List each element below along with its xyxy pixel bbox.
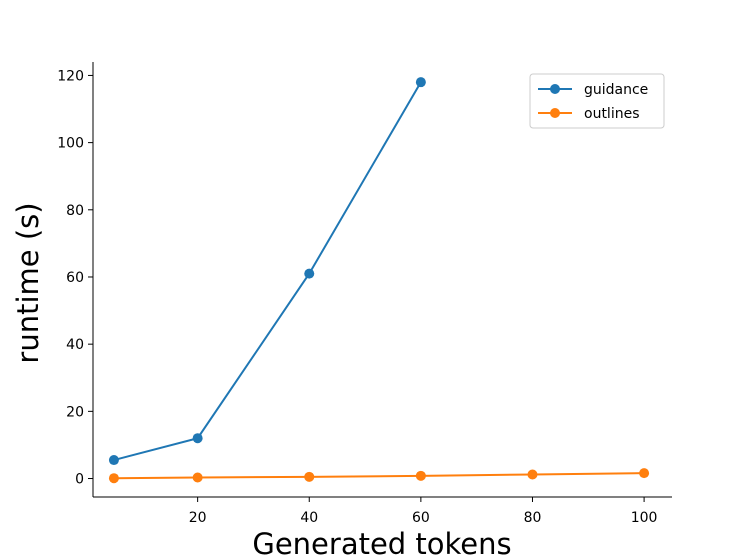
axes — [92, 62, 672, 498]
x-axis-title: Generated tokens — [252, 527, 511, 560]
data-point-outlines-20 — [192, 472, 203, 483]
data-point-outlines-60 — [415, 470, 426, 481]
legend-label-outlines: outlines — [584, 106, 640, 122]
x-tick-label-100: 100 — [631, 510, 658, 526]
y-axis-title: runtime (s) — [11, 202, 45, 363]
legend: guidance outlines — [529, 73, 665, 129]
data-point-outlines-100 — [639, 468, 650, 479]
y-tick-label-40: 40 — [66, 337, 84, 353]
data-point-guidance-5 — [108, 455, 119, 466]
data-point-outlines-80 — [527, 469, 538, 480]
legend-label-guidance: guidance — [584, 82, 648, 98]
x-tick-label-20: 20 — [189, 510, 207, 526]
x-tick-label-80: 80 — [524, 510, 542, 526]
series-layer — [108, 77, 650, 484]
y-tick-label-0: 0 — [75, 472, 84, 488]
legend-item-outlines: outlines — [538, 106, 640, 122]
y-tick-label-20: 20 — [66, 404, 84, 420]
legend-marker-guidance — [550, 84, 560, 94]
tick-marks: 20 40 60 80 100 0 20 40 60 80 100 120 — [57, 68, 657, 526]
series-line-guidance — [113, 81, 422, 462]
legend-box — [529, 73, 665, 129]
y-tick-label-60: 60 — [66, 270, 84, 286]
data-point-guidance-20 — [192, 433, 203, 444]
data-point-outlines-5 — [108, 473, 119, 484]
data-point-outlines-40 — [304, 471, 315, 482]
y-tick-label-100: 100 — [57, 136, 84, 152]
y-tick-label-120: 120 — [57, 68, 84, 84]
legend-item-guidance: guidance — [538, 82, 648, 98]
data-point-guidance-60 — [415, 77, 426, 88]
x-tick-label-40: 40 — [300, 510, 318, 526]
x-tick-label-60: 60 — [412, 510, 430, 526]
series-guidance — [108, 77, 426, 466]
y-tick-label-80: 80 — [66, 203, 84, 219]
series-line-outlines — [113, 472, 645, 480]
series-outlines — [108, 468, 650, 484]
data-point-guidance-40 — [304, 268, 315, 279]
legend-marker-outlines — [550, 108, 560, 118]
